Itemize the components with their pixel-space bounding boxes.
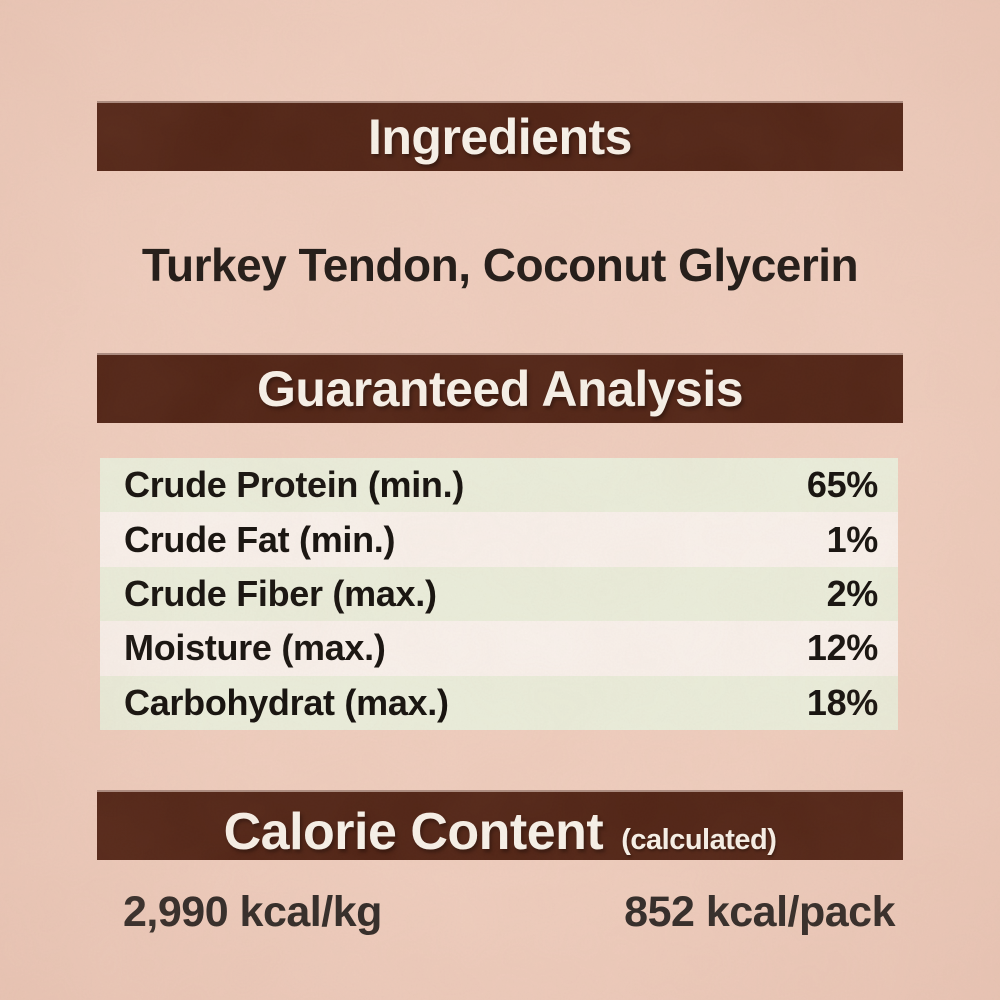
nutrient-label: Crude Protein (min.)	[124, 464, 465, 506]
table-row: Moisture (max.) 12%	[100, 621, 898, 676]
nutrient-value: 65%	[806, 464, 878, 506]
calorie-content-header-bar: Calorie Content (calculated)	[97, 790, 903, 860]
kcal-per-pack: 852 kcal/pack	[624, 887, 895, 936]
nutrient-label: Crude Fat (min.)	[124, 518, 396, 560]
table-row: Carbohydrat (max.) 18%	[100, 675, 898, 731]
calorie-content-title: Calorie Content	[223, 803, 604, 861]
table-row: Crude Fat (min.) 1%	[100, 512, 898, 567]
table-row: Crude Fiber (max.) 2%	[100, 566, 898, 622]
nutrient-value: 12%	[806, 627, 878, 669]
nutrient-value: 18%	[806, 681, 878, 723]
nutrient-value: 2%	[826, 573, 879, 615]
guaranteed-analysis-header-bar: Guaranteed Analysis	[97, 353, 903, 423]
nutrient-value: 1%	[826, 518, 879, 560]
calorie-content-subtitle: (calculated)	[621, 824, 777, 856]
nutrient-label: Carbohydrat (max.)	[124, 681, 449, 723]
calorie-values: 2,990 kcal/kg 852 kcal/pack	[97, 886, 903, 938]
nutrient-label: Crude Fiber (max.)	[124, 573, 437, 615]
guaranteed-analysis-title: Guaranteed Analysis	[256, 361, 744, 417]
ingredients-title: Ingredients	[368, 109, 632, 165]
guaranteed-analysis-table: Crude Protein (min.) 65% Crude Fat (min.…	[100, 458, 898, 731]
ingredients-list: Turkey Tendon, Coconut Glycerin	[141, 239, 859, 291]
ingredients-header-bar: Ingredients	[97, 101, 903, 171]
nutrient-label: Moisture (max.)	[124, 627, 386, 669]
table-row: Crude Protein (min.) 65%	[100, 458, 898, 513]
kcal-per-kg: 2,990 kcal/kg	[123, 887, 382, 936]
